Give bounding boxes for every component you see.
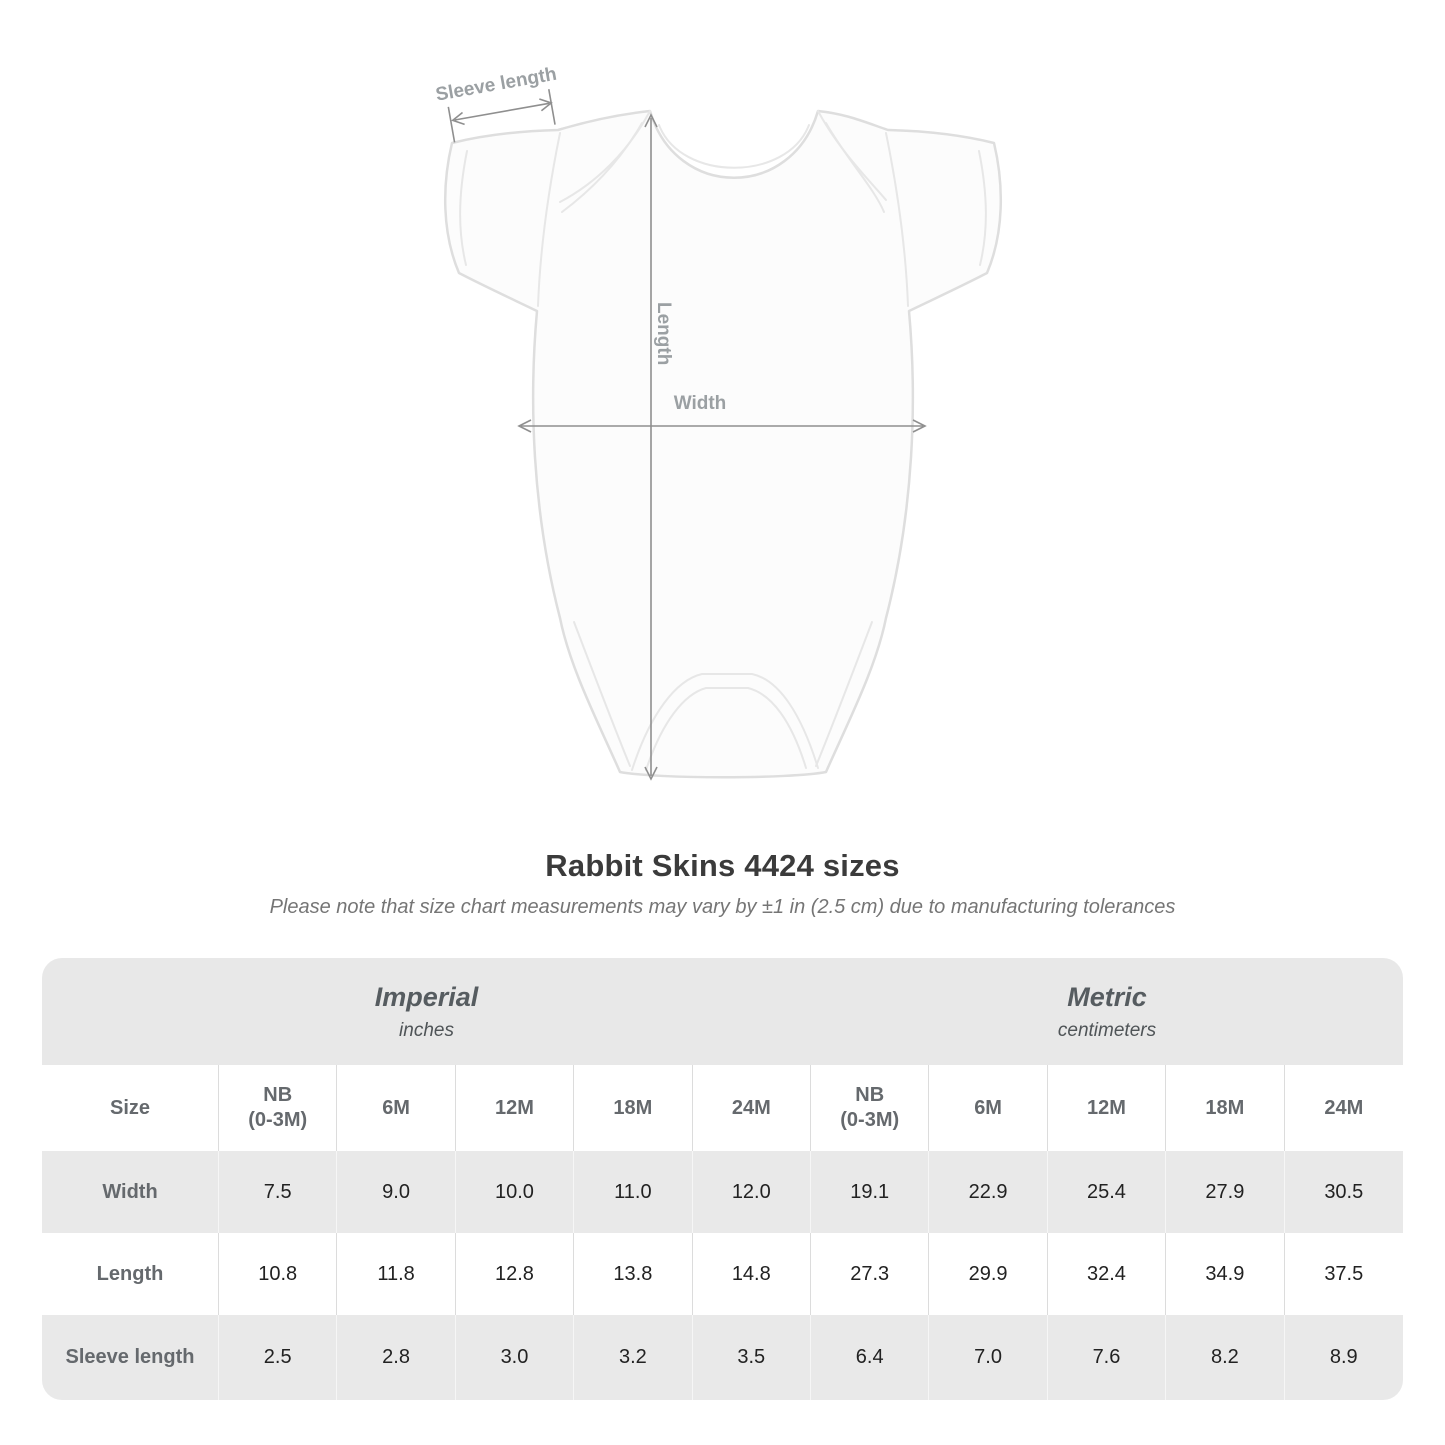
right-armhole-seam (885, 132, 909, 307)
arrow-right-icon (912, 419, 927, 433)
unit-groups-row: Imperial inches Metric centimeters (42, 958, 1403, 1065)
unit-group-label: Imperial (374, 981, 479, 1012)
column-header: NB (0-3M) (219, 1065, 338, 1151)
cell: 27.9 (1166, 1151, 1285, 1233)
cell: 7.6 (1047, 1315, 1167, 1400)
column-header: 18M (1166, 1065, 1285, 1151)
width-annotation: Width (517, 393, 927, 433)
collar-seam (658, 124, 810, 169)
cell: 11.0 (574, 1151, 693, 1233)
table-row-length: Length 10.8 11.8 12.8 13.8 14.8 27.3 29.… (42, 1233, 1403, 1315)
bodysuit-illustration (443, 109, 1003, 779)
cell: 8.2 (1166, 1315, 1285, 1400)
unit-group-label: Metric (1067, 981, 1147, 1012)
size-column-header: Size (42, 1065, 219, 1151)
table-row-sleeve-length: Sleeve length 2.5 2.8 3.0 3.2 3.5 6.4 7.… (42, 1315, 1403, 1400)
cell: 14.8 (692, 1233, 811, 1315)
column-header: 12M (1047, 1065, 1167, 1151)
cell: 7.0 (929, 1315, 1048, 1400)
cell: 12.8 (455, 1233, 575, 1315)
left-armhole-seam (537, 132, 561, 307)
cell: 2.5 (219, 1315, 338, 1400)
cell: 7.5 (219, 1151, 338, 1233)
page-title: Rabbit Skins 4424 sizes (545, 848, 900, 883)
arrow-up-icon (644, 113, 658, 128)
cell: 12.0 (692, 1151, 811, 1233)
row-label: Sleeve length (42, 1315, 219, 1400)
right-cuff-hem (978, 150, 987, 266)
cell: 3.2 (574, 1315, 693, 1400)
cell: 3.0 (455, 1315, 575, 1400)
cell: 32.4 (1047, 1233, 1167, 1315)
cell: 34.9 (1166, 1233, 1285, 1315)
table-row-width: Width 7.5 9.0 10.0 11.0 12.0 19.1 22.9 2… (42, 1151, 1403, 1233)
arrow-left-icon (451, 111, 465, 126)
cell: 19.1 (811, 1151, 930, 1233)
left-cuff-hem (459, 150, 468, 266)
cell: 11.8 (337, 1233, 456, 1315)
row-label: Width (42, 1151, 219, 1233)
unit-group-imperial: Imperial inches (42, 958, 811, 1065)
cell: 13.8 (574, 1233, 693, 1315)
row-label: Length (42, 1233, 219, 1315)
column-headers-row: Size NB (0-3M) 6M 12M 18M 24M NB (0-3M) … (42, 1065, 1403, 1151)
cell: 27.3 (811, 1233, 930, 1315)
cell: 22.9 (929, 1151, 1048, 1233)
cell: 3.5 (692, 1315, 811, 1400)
cell: 10.0 (455, 1151, 575, 1233)
left-leg-binding (573, 621, 631, 767)
cell: 2.8 (337, 1315, 456, 1400)
cell: 29.9 (929, 1233, 1048, 1315)
cell: 25.4 (1047, 1151, 1167, 1233)
arrow-left-icon (517, 419, 532, 433)
right-leg-binding (815, 621, 873, 767)
cell: 30.5 (1284, 1151, 1403, 1233)
column-header: 6M (929, 1065, 1048, 1151)
cell: 37.5 (1284, 1233, 1403, 1315)
width-label: Width (674, 393, 727, 414)
column-header: NB (0-3M) (811, 1065, 930, 1151)
arrow-down-icon (644, 766, 658, 781)
column-header: 18M (574, 1065, 693, 1151)
length-annotation: Length (644, 113, 674, 781)
column-header: 24M (1284, 1065, 1403, 1151)
page-subtitle: Please note that size chart measurements… (269, 896, 1176, 918)
column-header: 6M (337, 1065, 456, 1151)
unit-group-metric: Metric centimeters (811, 958, 1403, 1065)
cell: 10.8 (219, 1233, 338, 1315)
size-table: Imperial inches Metric centimeters Size … (42, 958, 1403, 1400)
length-label: Length (653, 302, 674, 365)
cell: 8.9 (1284, 1315, 1403, 1400)
cell: 9.0 (337, 1151, 456, 1233)
column-header: 24M (692, 1065, 811, 1151)
cell: 6.4 (811, 1315, 930, 1400)
unit-group-unit: inches (399, 1019, 454, 1041)
unit-group-unit: centimeters (1057, 1019, 1157, 1041)
column-header: 12M (455, 1065, 575, 1151)
bodysuit-diagram: Sleeve length Length Width (434, 64, 1003, 781)
